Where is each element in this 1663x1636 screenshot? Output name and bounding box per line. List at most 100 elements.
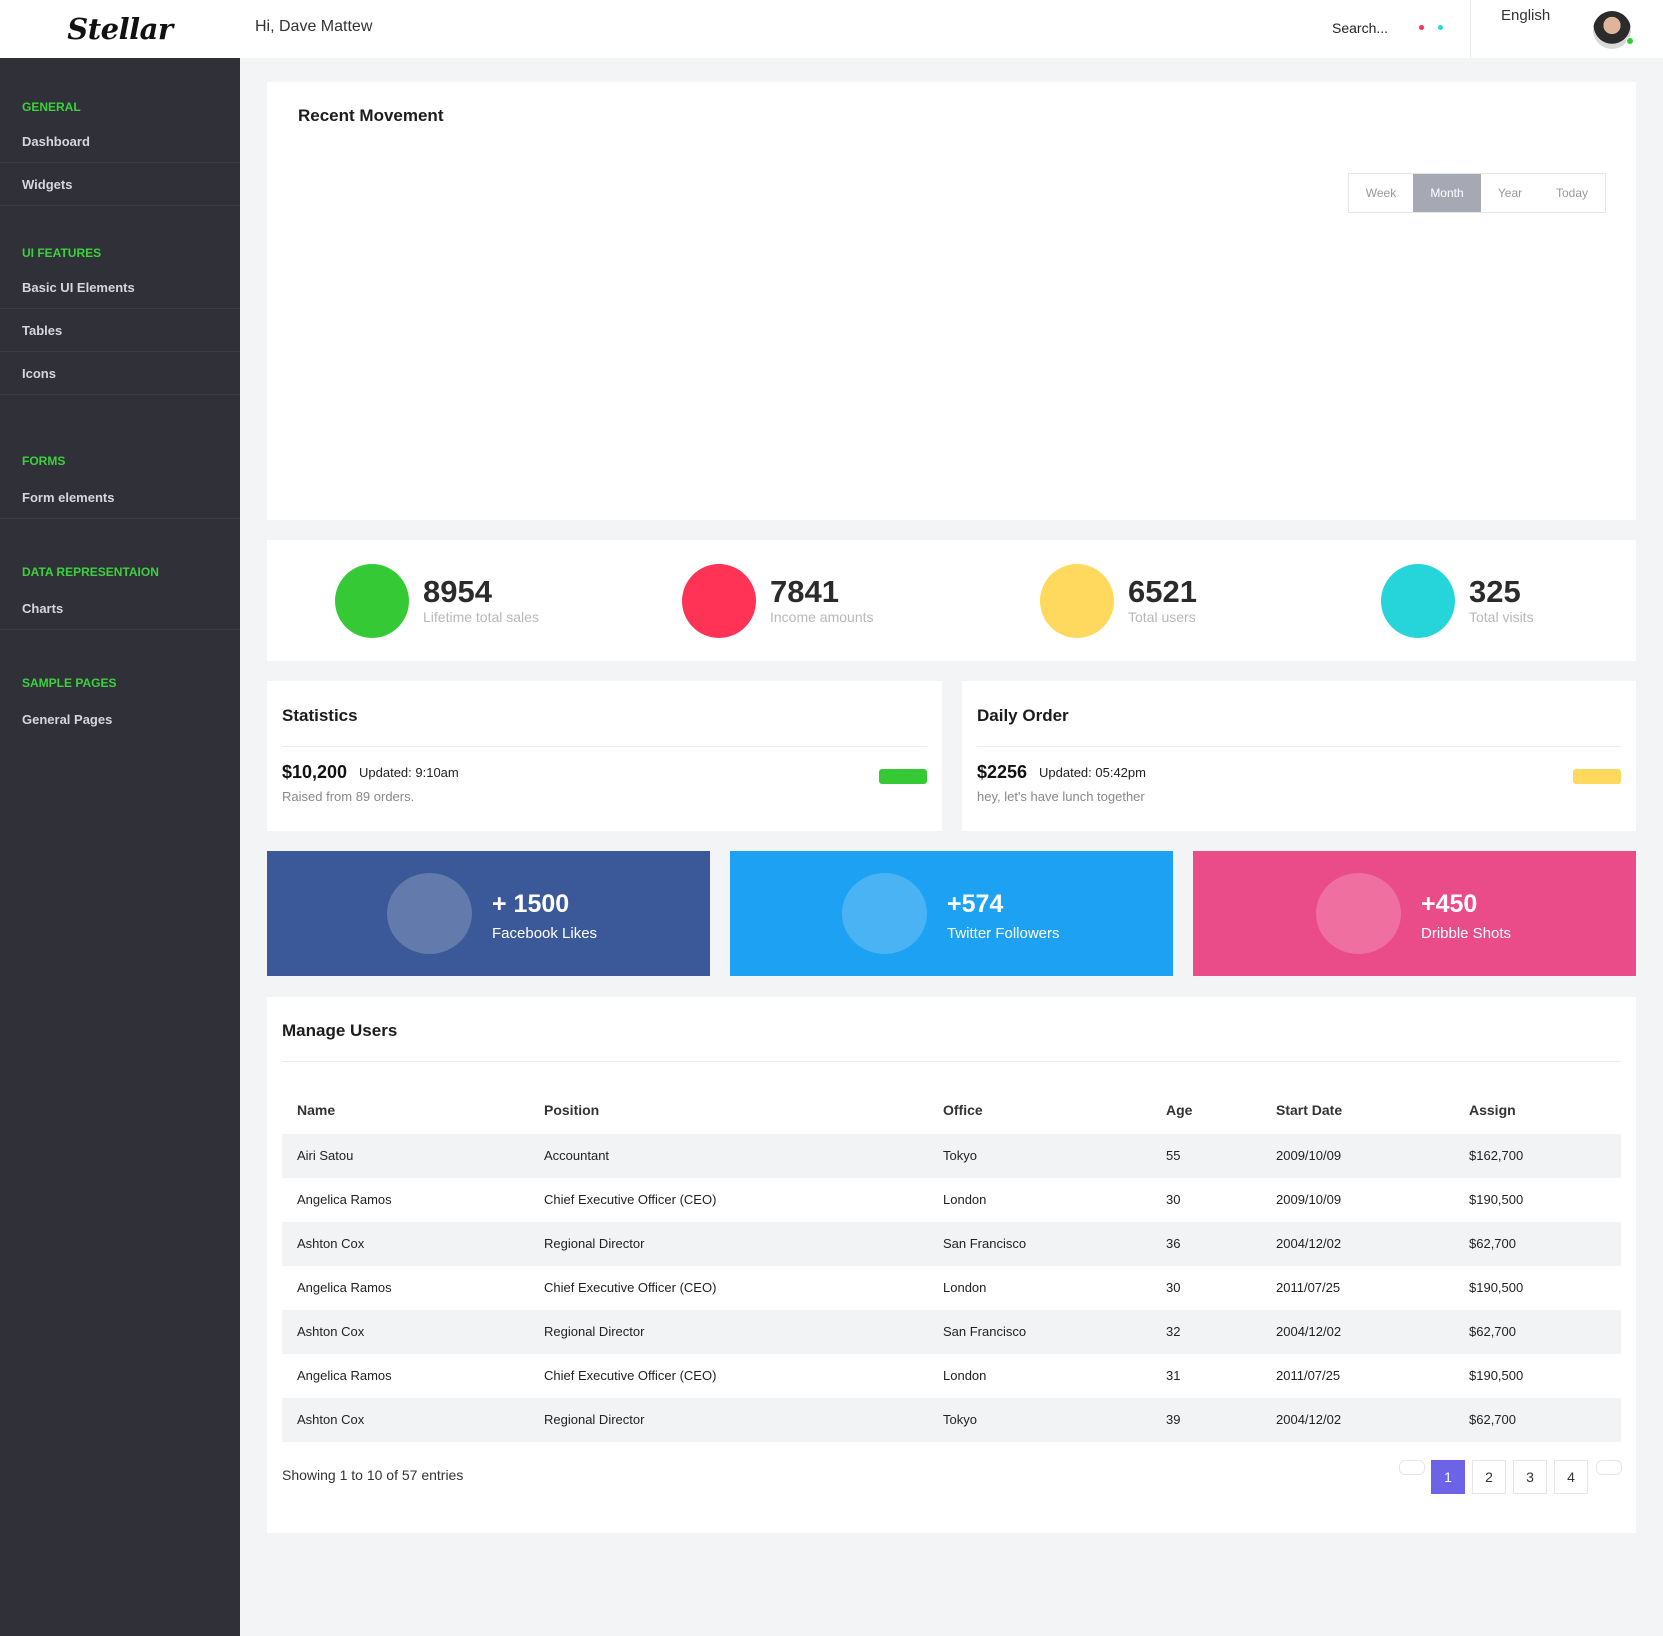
tab-year[interactable]: Year xyxy=(1497,186,1523,200)
dribbble-value: +450 xyxy=(1421,890,1478,918)
cell-office: San Francisco xyxy=(943,1236,1027,1251)
table-row[interactable]: Angelica Ramos Chief Executive Officer (… xyxy=(282,1266,1621,1310)
cell-start-date: 2009/10/09 xyxy=(1276,1148,1342,1163)
facebook-label: Facebook Likes xyxy=(492,925,598,942)
sidebar-item-dashboard[interactable]: Dashboard xyxy=(0,120,240,163)
top-bar: Stellar Hi, Dave Mattew Search... Englis… xyxy=(0,0,1663,58)
cell-position: Chief Executive Officer (CEO) xyxy=(544,1280,717,1295)
sidebar-section-ui-features: UI FEATURES xyxy=(22,246,102,260)
logo-area[interactable]: Stellar xyxy=(0,0,240,58)
cell-office: London xyxy=(943,1280,987,1295)
divider xyxy=(282,1061,1621,1062)
cell-name: Angelica Ramos xyxy=(297,1192,392,1207)
tab-week[interactable]: Week xyxy=(1365,186,1397,200)
daily-order-updated: Updated: 05:42pm xyxy=(1039,765,1146,780)
stat-value: 8954 xyxy=(423,574,492,609)
column-header-position[interactable]: Position xyxy=(544,1102,600,1118)
pagination-next[interactable] xyxy=(1596,1460,1622,1475)
dribbble-card[interactable]: +450 Dribble Shots xyxy=(1193,851,1636,976)
cell-office: San Francisco xyxy=(943,1324,1027,1339)
column-header-name[interactable]: Name xyxy=(297,1102,336,1118)
column-header-office[interactable]: Office xyxy=(943,1102,983,1118)
pagination-previous[interactable] xyxy=(1399,1460,1425,1475)
manage-users-title: Manage Users xyxy=(282,1021,398,1040)
cell-start-date: 2004/12/02 xyxy=(1276,1324,1342,1339)
sidebar-item-widgets[interactable]: Widgets xyxy=(0,163,240,206)
cell-assign: $190,500 xyxy=(1469,1280,1524,1295)
sidebar-section-forms: FORMS xyxy=(22,454,66,468)
divider xyxy=(1470,0,1471,58)
stat-sales-circle xyxy=(335,564,409,638)
dribbble-icon xyxy=(1316,873,1401,954)
tab-today[interactable]: Today xyxy=(1555,186,1589,200)
cell-assign: $62,700 xyxy=(1469,1324,1516,1339)
pagination-page-2[interactable]: 2 xyxy=(1472,1460,1506,1494)
daily-order-indicator xyxy=(1573,769,1621,784)
facebook-value: + 1500 xyxy=(492,890,570,918)
language-selector[interactable]: English xyxy=(1501,7,1551,24)
column-header-assign[interactable]: Assign xyxy=(1469,1102,1516,1118)
sidebar-item-charts[interactable]: Charts xyxy=(0,587,240,630)
cell-age: 31 xyxy=(1166,1368,1181,1383)
sidebar-item-general-pages[interactable]: General Pages xyxy=(22,712,113,727)
avatar[interactable] xyxy=(1593,11,1631,49)
statistics-title: Statistics xyxy=(282,706,358,725)
cell-position: Regional Director xyxy=(544,1412,645,1427)
cell-position: Regional Director xyxy=(544,1324,645,1339)
cell-age: 30 xyxy=(1166,1280,1181,1295)
pagination-page-4[interactable]: 4 xyxy=(1554,1460,1588,1494)
search-input[interactable]: Search... xyxy=(1332,20,1389,36)
cell-assign: $62,700 xyxy=(1469,1412,1516,1427)
cell-age: 32 xyxy=(1166,1324,1181,1339)
table-row[interactable]: Angelica Ramos Chief Executive Officer (… xyxy=(282,1178,1621,1222)
logo[interactable]: Stellar xyxy=(67,12,173,46)
cell-office: London xyxy=(943,1192,987,1207)
facebook-icon xyxy=(387,873,472,954)
sidebar-item-form-elements[interactable]: Form elements xyxy=(0,476,240,519)
stat-label: Income amounts xyxy=(770,609,874,625)
stat-users-circle xyxy=(1040,564,1114,638)
twitter-label: Twitter Followers xyxy=(947,925,1060,942)
period-tabs: Week Month Year Today xyxy=(1348,173,1606,213)
cell-age: 39 xyxy=(1166,1412,1181,1427)
tab-month[interactable]: Month xyxy=(1413,174,1481,212)
table-row[interactable]: Angelica Ramos Chief Executive Officer (… xyxy=(282,1354,1621,1398)
stat-label: Lifetime total sales xyxy=(423,609,539,625)
stat-label: Total visits xyxy=(1469,609,1534,625)
twitter-card[interactable]: +574 Twitter Followers xyxy=(730,851,1173,976)
cell-assign: $62,700 xyxy=(1469,1236,1516,1251)
divider xyxy=(282,746,927,747)
cell-office: London xyxy=(943,1368,987,1383)
divider xyxy=(977,746,1621,747)
stat-visits-circle xyxy=(1381,564,1455,638)
sidebar-item-icons[interactable]: Icons xyxy=(0,352,240,395)
sidebar-section-data-representation: DATA REPRESENTAION xyxy=(22,565,159,579)
table-row[interactable]: Ashton Cox Regional Director San Francis… xyxy=(282,1310,1621,1354)
statistics-updated: Updated: 9:10am xyxy=(359,765,459,780)
sidebar-item-tables[interactable]: Tables xyxy=(0,309,240,352)
column-header-start-date[interactable]: Start Date xyxy=(1276,1102,1343,1118)
dribbble-label: Dribble Shots xyxy=(1421,925,1512,942)
pagination-page-1[interactable]: 1 xyxy=(1431,1460,1465,1494)
pagination-page-3[interactable]: 3 xyxy=(1513,1460,1547,1494)
statistics-card xyxy=(267,681,942,831)
cell-start-date: 2011/07/25 xyxy=(1276,1368,1341,1383)
cell-age: 30 xyxy=(1166,1192,1181,1207)
cell-office: Tokyo xyxy=(943,1412,977,1427)
table-row[interactable]: Ashton Cox Regional Director San Francis… xyxy=(282,1222,1621,1266)
notification-dot-red[interactable] xyxy=(1419,25,1424,30)
greeting: Hi, Dave Mattew xyxy=(255,18,373,35)
cell-office: Tokyo xyxy=(943,1148,977,1163)
cell-assign: $190,500 xyxy=(1469,1368,1524,1383)
stat-value: 6521 xyxy=(1128,574,1197,609)
notification-dot-cyan[interactable] xyxy=(1438,25,1443,30)
facebook-card[interactable]: + 1500 Facebook Likes xyxy=(267,851,710,976)
cell-name: Ashton Cox xyxy=(297,1324,365,1339)
cell-name: Angelica Ramos xyxy=(297,1368,392,1383)
cell-position: Chief Executive Officer (CEO) xyxy=(544,1368,717,1383)
table-row[interactable]: Ashton Cox Regional Director Tokyo 39 20… xyxy=(282,1398,1621,1442)
table-row[interactable]: Airi Satou Accountant Tokyo 55 2009/10/0… xyxy=(282,1134,1621,1178)
column-header-age[interactable]: Age xyxy=(1166,1102,1193,1118)
sidebar-item-basic-ui-elements[interactable]: Basic UI Elements xyxy=(0,266,240,309)
recent-movement-card xyxy=(267,82,1636,520)
